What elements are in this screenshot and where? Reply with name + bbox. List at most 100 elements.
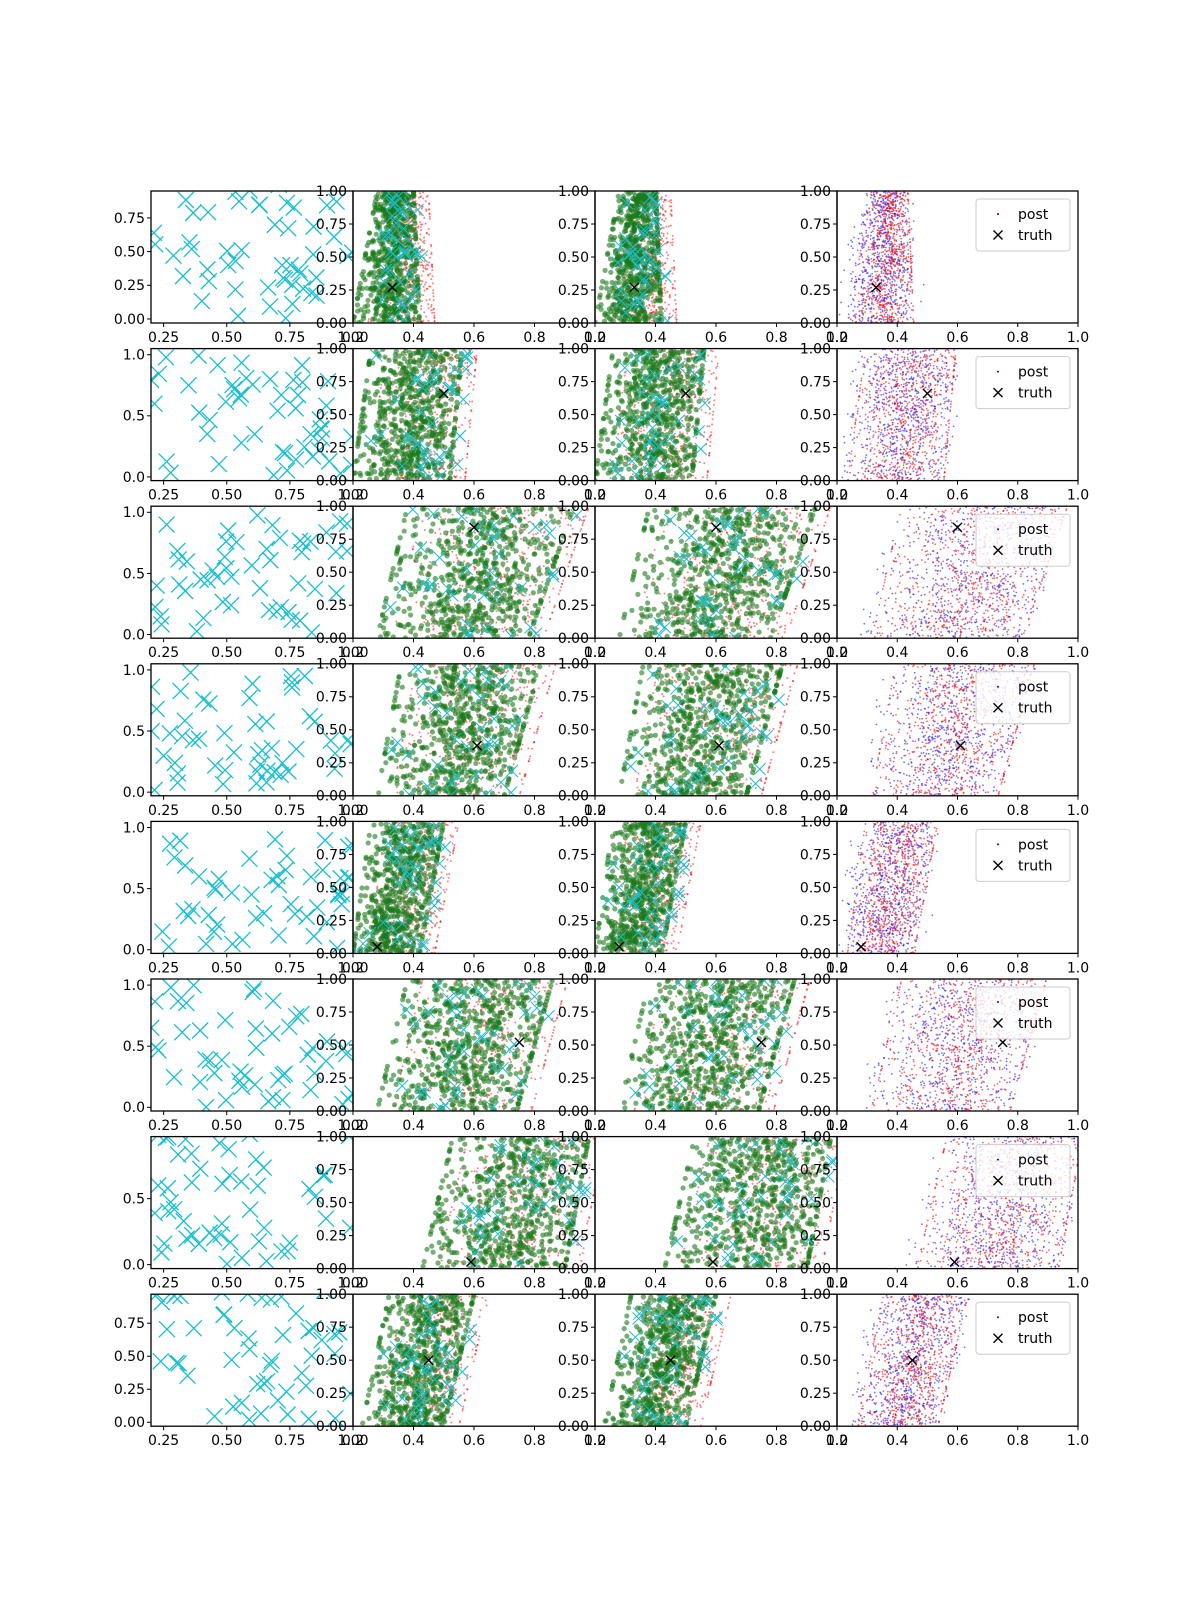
red-sample-point [648,303,651,306]
red-sample-point [430,278,433,281]
green-chain-point [605,311,611,317]
post-point-red [891,201,894,204]
post-point-red [898,246,901,249]
red-sample-point [414,242,417,245]
post-point-red [883,232,885,235]
green-chain-point [631,226,637,232]
post-point-blue [867,303,870,306]
green-chain-point [367,445,373,451]
plot-area [151,191,353,323]
sample-marker [217,393,235,411]
green-chain-point [376,410,382,416]
green-chain-point [446,464,452,470]
post-point-blue [898,286,900,289]
sample-marker [385,209,399,223]
red-sample-point [430,245,433,248]
green-chain-point [410,402,416,408]
post-point-blue [877,244,880,247]
post-point-blue [851,247,854,250]
post-point-blue [884,246,887,249]
green-chain-point [380,219,386,225]
post-point-red [889,227,891,230]
red-sample-point [436,413,439,416]
post-point-red [888,209,891,212]
post-point-blue [896,260,899,263]
red-sample-point [673,268,676,271]
post-point-red [892,227,895,230]
post-point-blue [897,258,899,261]
post-point-red [890,305,893,308]
green-chain-point [657,297,663,303]
post-point-red [892,235,895,238]
sample-marker [619,306,633,320]
post-point-blue [903,246,906,249]
post-point-red [895,250,898,253]
red-sample-point [663,289,666,292]
post-point-blue [871,265,873,268]
sample-marker [224,376,241,394]
red-sample-point [419,307,422,310]
post-point-blue [912,202,914,205]
red-sample-point [432,299,435,302]
post-point-blue [868,207,871,210]
post-point-red [890,221,893,223]
green-chain-point [383,306,390,312]
post-point-red [867,236,869,239]
post-point-red [861,316,863,319]
red-sample-point [665,225,668,228]
post-point-blue [871,248,874,251]
green-chain-point [658,305,664,311]
sample-marker [629,247,642,261]
green-chain-point [430,433,436,439]
red-sample-point [416,226,419,229]
red-sample-point [668,200,671,203]
red-sample-point [419,233,422,236]
post-point-red [884,282,886,285]
green-chain-point [610,226,616,232]
post-point-blue [900,228,903,231]
sample-marker [274,443,292,461]
post-point-blue [840,301,842,304]
green-chain-point [620,309,626,315]
post-point-red [893,232,895,235]
post-point-blue [888,246,891,249]
post-point-blue [860,232,863,235]
sample-marker [284,371,302,389]
sample-marker [233,354,251,372]
post-point-red [889,221,892,224]
post-point-red [884,300,887,303]
post-point-red [896,261,898,264]
post-point-red [879,296,882,298]
post-point-red [884,209,887,212]
post-point-red [870,193,872,196]
post-point-red [900,244,903,247]
post-point-blue [900,286,903,288]
x-tick-label: 1.0 [826,330,848,346]
green-chain-point [608,269,614,275]
post-point-red [879,265,882,268]
post-point-blue [852,309,855,312]
red-sample-point [665,237,668,240]
post-point-blue [890,287,893,290]
red-sample-point [645,304,648,307]
post-point-blue [869,196,872,199]
post-point-red [882,244,885,247]
red-sample-point [421,191,424,194]
post-point-blue [885,266,888,269]
post-point-red [902,274,905,277]
green-chain-point [381,423,387,429]
green-chain-point [360,269,367,275]
post-point-red [895,196,898,199]
green-chain-point [372,258,378,264]
post-point-blue [889,275,892,277]
sample-marker [397,246,411,260]
post-point-red [892,251,895,254]
red-sample-point [464,471,467,474]
green-chain-point [371,316,378,322]
x-tick-label: 0.2 [826,330,848,346]
sample-marker [277,309,295,323]
green-chain-point [410,191,417,195]
post-point-red [887,288,890,291]
post-point-red [870,297,873,300]
red-sample-point [662,235,665,238]
